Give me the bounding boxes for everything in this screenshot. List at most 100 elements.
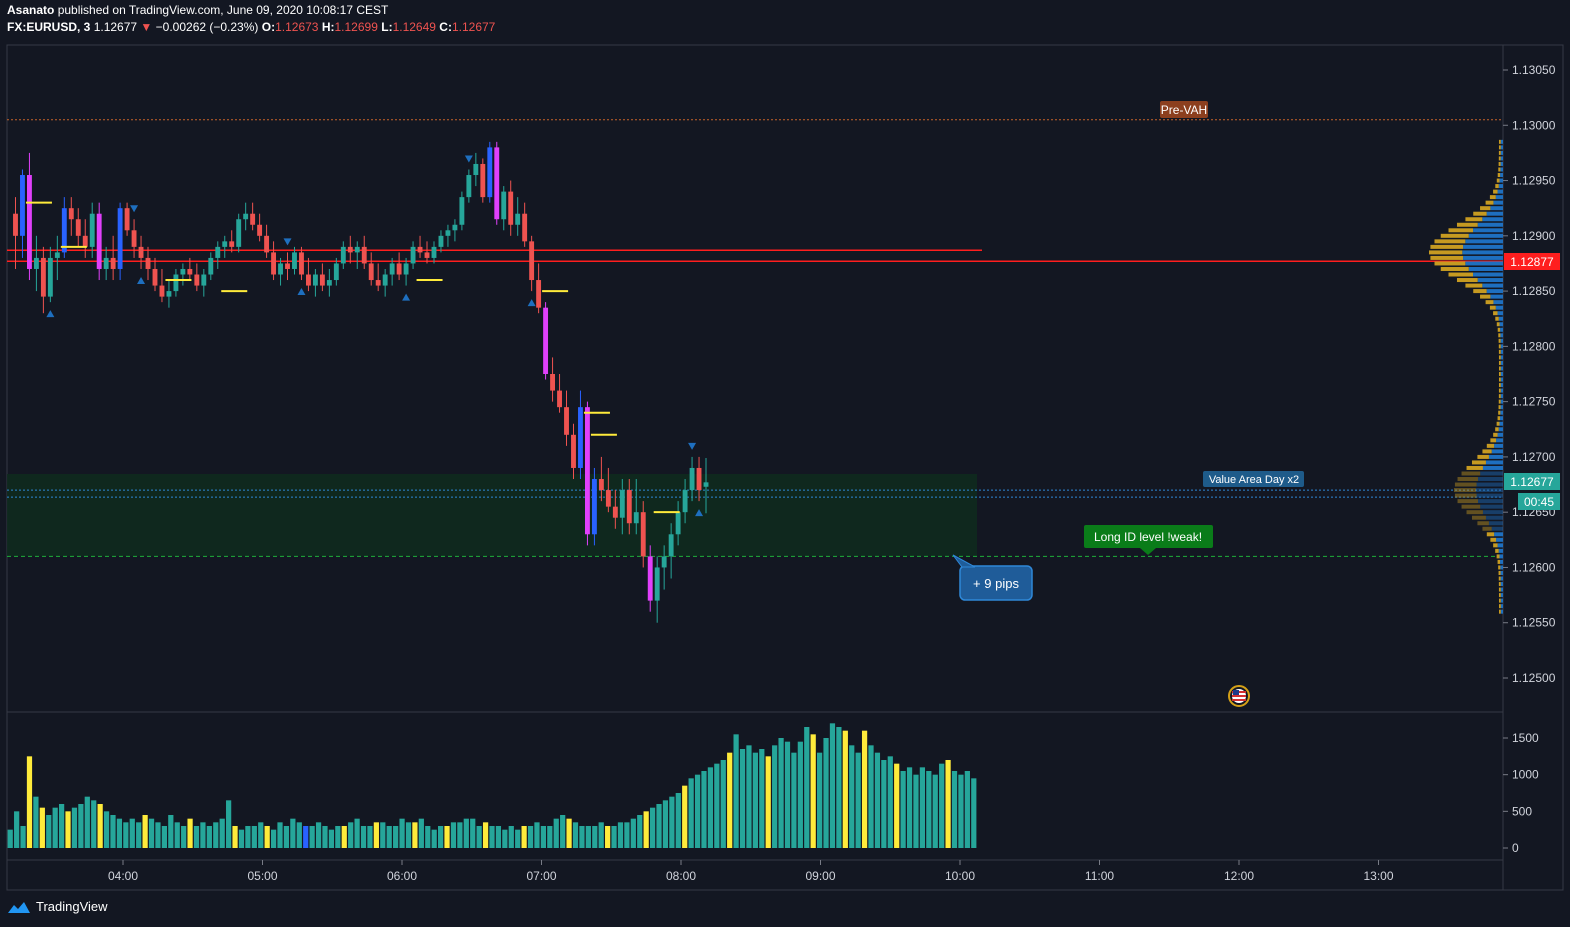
candle-body[interactable] [522, 213, 528, 242]
candle-body[interactable] [152, 268, 158, 286]
candle-body[interactable] [494, 147, 500, 220]
candle-body[interactable] [201, 274, 207, 286]
volume-bar[interactable] [97, 804, 103, 848]
volume-bar[interactable] [46, 815, 52, 848]
candle-body[interactable] [668, 534, 674, 557]
volume-bar[interactable] [739, 749, 746, 848]
volume-bar[interactable] [849, 745, 855, 848]
candle-body[interactable] [410, 246, 416, 264]
volume-bar[interactable] [213, 822, 219, 848]
candle-body[interactable] [466, 175, 472, 198]
main-pane[interactable] [6, 44, 1504, 713]
volume-bar[interactable] [643, 811, 649, 848]
candle-body[interactable] [215, 246, 221, 258]
volume-bar[interactable] [187, 818, 193, 848]
volume-bar[interactable] [656, 804, 662, 848]
candle-body[interactable] [543, 307, 549, 374]
candle-body[interactable] [89, 213, 95, 247]
candle-body[interactable] [292, 252, 297, 269]
volume-bar[interactable] [649, 807, 656, 848]
candle-body[interactable] [26, 175, 32, 269]
volume-bar[interactable] [926, 771, 932, 848]
volume-bar[interactable] [874, 752, 881, 848]
candle-body[interactable] [33, 257, 39, 269]
volume-bar[interactable] [309, 826, 315, 848]
volume-bar[interactable] [772, 745, 778, 848]
candle-body[interactable] [598, 479, 604, 491]
candle-body[interactable] [605, 490, 611, 507]
volume-bar[interactable] [20, 826, 26, 848]
candle-body[interactable] [626, 490, 632, 524]
volume-bar[interactable] [964, 771, 970, 848]
candle-body[interactable] [299, 252, 304, 275]
candle-body[interactable] [75, 219, 81, 236]
volume-bar[interactable] [393, 826, 399, 848]
volume-bar[interactable] [26, 756, 33, 848]
volume-bar[interactable] [251, 826, 257, 848]
candle-body[interactable] [138, 246, 144, 258]
candle-body[interactable] [208, 257, 214, 275]
volume-bar[interactable] [367, 826, 373, 848]
candle-body[interactable] [40, 257, 46, 297]
volume-bar[interactable] [52, 807, 58, 848]
candle-body[interactable] [375, 280, 381, 286]
volume-bar[interactable] [123, 822, 129, 848]
volume-bar[interactable] [226, 800, 232, 848]
volume-bar[interactable] [540, 826, 547, 848]
volume-bar[interactable] [868, 745, 874, 848]
volume-bar[interactable] [386, 826, 392, 848]
volume-bar[interactable] [431, 829, 437, 848]
candle-body[interactable] [103, 257, 109, 269]
volume-bar[interactable] [283, 826, 290, 848]
candle-body[interactable] [354, 246, 360, 253]
volume-bar[interactable] [515, 829, 521, 848]
volume-bar[interactable] [592, 826, 598, 848]
candle-body[interactable] [682, 490, 688, 513]
candle-body[interactable] [20, 175, 25, 236]
candle-body[interactable] [480, 163, 486, 198]
candle-body[interactable] [417, 246, 423, 253]
price-axis[interactable] [1502, 44, 1564, 891]
candle-body[interactable] [236, 219, 242, 247]
volume-bar[interactable] [752, 752, 758, 848]
volume-bar[interactable] [900, 771, 906, 848]
volume-bar[interactable] [842, 730, 848, 848]
candle-body[interactable] [564, 407, 569, 435]
candle-body[interactable] [661, 556, 667, 568]
volume-bar[interactable] [360, 826, 367, 848]
volume-bar[interactable] [412, 822, 418, 848]
long-id-label[interactable]: Long ID level !weak! [1084, 525, 1213, 555]
volume-bar[interactable] [605, 826, 611, 848]
volume-bar[interactable] [791, 752, 797, 848]
volume-bar[interactable] [682, 785, 688, 848]
candle-body[interactable] [13, 213, 18, 236]
volume-bar[interactable] [521, 826, 527, 848]
candle-body[interactable] [229, 241, 235, 247]
volume-bar[interactable] [341, 826, 347, 848]
volume-bar[interactable] [502, 829, 508, 848]
volume-bar[interactable] [457, 822, 463, 848]
volume-bar[interactable] [174, 822, 180, 848]
volume-bar[interactable] [784, 741, 791, 848]
volume-bar[interactable] [290, 818, 296, 848]
volume-bar[interactable] [155, 822, 161, 848]
volume-bar[interactable] [232, 826, 238, 848]
volume-bar[interactable] [418, 818, 424, 848]
candle-body[interactable] [452, 224, 458, 231]
volume-bar[interactable] [110, 815, 116, 848]
volume-bar[interactable] [701, 771, 707, 848]
candle-body[interactable] [319, 274, 325, 286]
volume-bar[interactable] [861, 730, 868, 848]
candle-body[interactable] [501, 191, 507, 220]
volume-bar[interactable] [714, 763, 720, 848]
volume-bar[interactable] [405, 822, 412, 848]
candle-body[interactable] [340, 246, 346, 264]
us-event-flag-icon[interactable] [1228, 685, 1250, 707]
candle-body[interactable] [333, 263, 339, 281]
volume-bar[interactable] [322, 826, 328, 848]
footer-brand[interactable]: TradingView [36, 899, 108, 914]
volume-bar[interactable] [129, 818, 135, 848]
candle-body[interactable] [571, 434, 576, 468]
candle-body[interactable] [557, 390, 562, 408]
candle-body[interactable] [689, 467, 695, 491]
